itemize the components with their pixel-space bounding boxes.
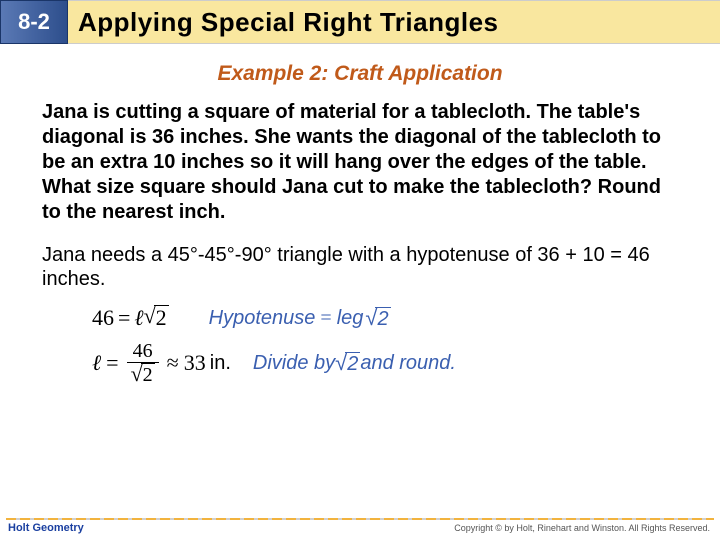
equation-row-1: 46 = ℓ √ 2 Hypotenuse = leg √ 2 bbox=[0, 301, 720, 335]
comment1-leg: leg bbox=[337, 307, 364, 330]
comment1-hypotenuse: Hypotenuse bbox=[209, 307, 316, 330]
eq2-value: 33 bbox=[184, 350, 206, 376]
eq1-lhs: 46 bbox=[92, 305, 114, 331]
equation-2-comment: Divide by √ 2 and round. bbox=[253, 352, 456, 375]
page-title-bar: Applying Special Right Triangles bbox=[68, 0, 720, 44]
comment1-sqrt-arg: 2 bbox=[375, 307, 390, 330]
equation-1: 46 = ℓ √ 2 bbox=[92, 305, 169, 331]
eq1-equals: = bbox=[118, 305, 130, 331]
equation-1-comment: Hypotenuse = leg √ 2 bbox=[209, 307, 391, 330]
comment1-sqrt: √ 2 bbox=[365, 307, 390, 330]
eq1-ell: ℓ bbox=[134, 305, 143, 331]
equation-2: ℓ = 46 √ 2 ≈ 33 in. bbox=[92, 340, 231, 386]
eq2-den-sqrt-arg: 2 bbox=[141, 363, 155, 386]
comment2-sqrt: √ 2 bbox=[335, 352, 360, 375]
eq2-approx: ≈ bbox=[167, 350, 179, 376]
example-heading: Example 2: Craft Application bbox=[0, 62, 720, 86]
eq1-sqrt-arg: 2 bbox=[154, 305, 169, 330]
comment1-equals: = bbox=[320, 307, 331, 330]
comment2-pre: Divide by bbox=[253, 352, 335, 375]
eq2-unit: in. bbox=[210, 352, 231, 375]
eq1-sqrt: √ 2 bbox=[144, 305, 169, 330]
eq2-denominator: √ 2 bbox=[127, 363, 159, 386]
eq2-equals: = bbox=[106, 350, 118, 376]
equation-row-2: ℓ = 46 √ 2 ≈ 33 in. Divide by √ 2 and ro… bbox=[0, 339, 720, 387]
footer-copyright: Copyright © by Holt, Rinehart and Winsto… bbox=[454, 523, 710, 533]
explanation-text: Jana needs a 45°-45°-90° triangle with a… bbox=[0, 243, 720, 291]
eq2-fraction: 46 √ 2 bbox=[127, 340, 159, 386]
section-number: 8-2 bbox=[18, 9, 50, 35]
header-bar: 8-2 Applying Special Right Triangles bbox=[0, 0, 720, 44]
eq2-ell: ℓ bbox=[92, 350, 101, 376]
comment2-sqrt-arg: 2 bbox=[345, 352, 360, 375]
footer-brand: Holt Geometry bbox=[8, 522, 84, 534]
section-number-badge: 8-2 bbox=[0, 0, 68, 44]
eq2-numerator: 46 bbox=[129, 340, 157, 362]
footer: Holt Geometry Copyright © by Holt, Rineh… bbox=[0, 518, 720, 540]
problem-statement: Jana is cutting a square of material for… bbox=[0, 100, 720, 225]
eq2-den-sqrt: √ 2 bbox=[131, 363, 155, 386]
page-title: Applying Special Right Triangles bbox=[78, 7, 499, 38]
comment2-post: and round. bbox=[360, 352, 456, 375]
